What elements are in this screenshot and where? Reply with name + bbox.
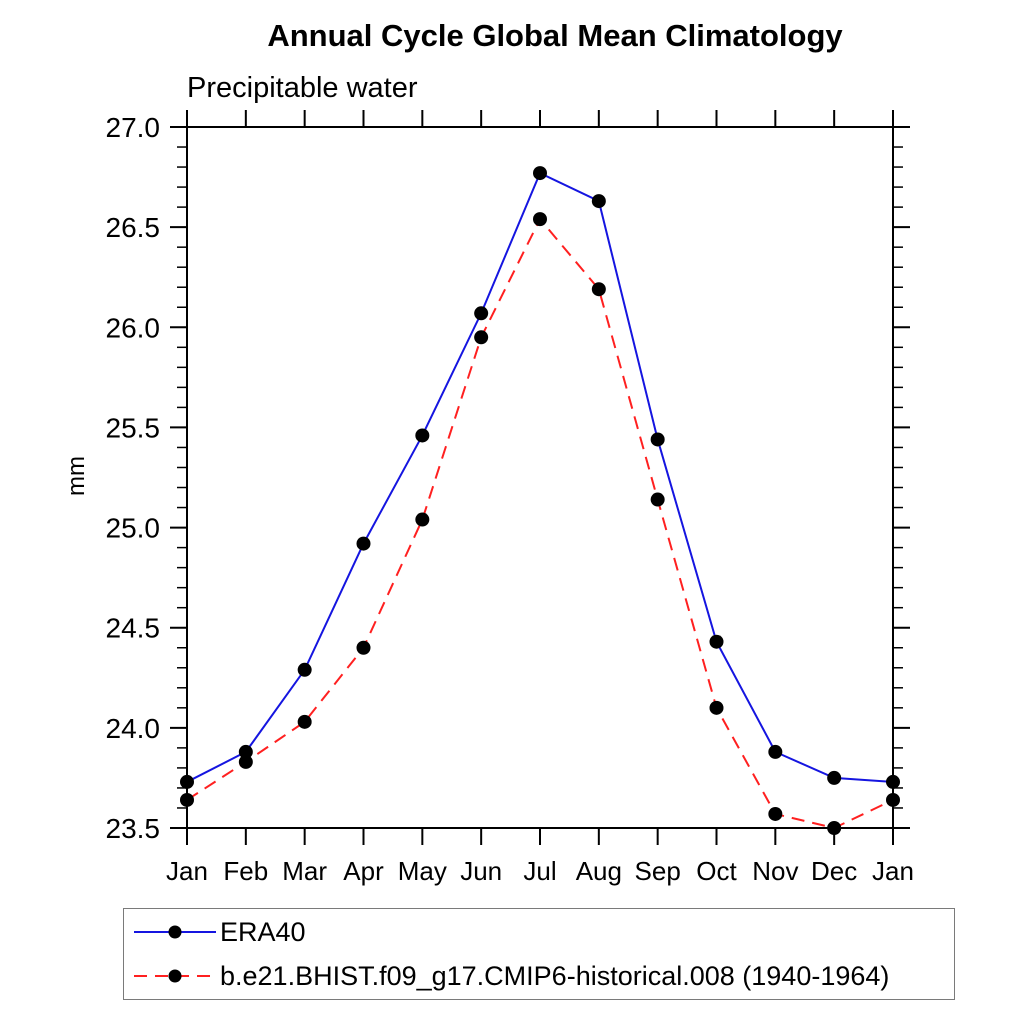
era40-marker [297, 662, 312, 677]
cmip6-marker [180, 792, 194, 807]
x-tick-label: Jan [166, 856, 208, 886]
cmip6-marker [297, 714, 312, 729]
era40-marker [827, 770, 842, 785]
y-tick-label: 24.5 [106, 613, 161, 644]
y-tick-label: 27.0 [106, 112, 161, 143]
x-tick-label: May [398, 856, 447, 886]
cmip6-marker [415, 512, 430, 527]
cmip6-line [186, 217, 894, 830]
y-tick-label: 26.0 [106, 312, 161, 343]
x-tick-label: Oct [696, 856, 737, 886]
cmip6-legend-label: b.e21.BHIST.f09_g17.CMIP6-historical.008… [220, 960, 890, 991]
x-tick-label: Aug [576, 856, 622, 886]
era40-marker [709, 634, 724, 649]
era40-marker [650, 432, 665, 447]
chart-subtitle: Precipitable water [187, 72, 418, 104]
x-tick-label: Sep [635, 856, 681, 886]
y-tick-label: 23.5 [106, 813, 161, 844]
era40-marker [533, 166, 547, 181]
cmip6-legend-swatch [134, 968, 216, 984]
cmip6-marker [709, 700, 724, 715]
x-tick-label: Jan [872, 856, 914, 886]
era40-marker [474, 306, 489, 321]
x-tick-label: Apr [343, 856, 384, 886]
chart-title: Annual Cycle Global Mean Climatology [267, 18, 843, 53]
cmip6-marker [238, 754, 253, 769]
cmip6-marker [533, 212, 547, 227]
cmip6-marker [768, 806, 783, 821]
era40-marker [238, 744, 253, 759]
y-tick-label: 26.5 [106, 212, 161, 243]
era40-marker [768, 744, 783, 759]
cmip6-marker [886, 792, 900, 807]
era40-marker [180, 774, 194, 789]
y-tick-label: 25.5 [106, 412, 161, 443]
x-tick-label: Feb [223, 856, 268, 886]
legend-row-cmip6: b.e21.BHIST.f09_g17.CMIP6-historical.008… [134, 954, 954, 998]
cmip6-marker [650, 492, 665, 507]
x-tick-label: Mar [282, 856, 327, 886]
legend-row-era40: ERA40 [134, 910, 954, 954]
era40-marker [415, 428, 430, 443]
y-tick-label: 25.0 [106, 513, 161, 544]
x-tick-label: Jun [460, 856, 502, 886]
era40-legend-line [134, 925, 216, 939]
cmip6-marker [474, 330, 489, 345]
plot-frame [186, 126, 894, 829]
cmip6-marker [356, 640, 371, 655]
cmip6-legend-line [134, 969, 216, 983]
cmip6-marker [591, 282, 606, 297]
x-tick-label: Jul [523, 856, 556, 886]
era40-marker [591, 194, 606, 209]
x-tick-label: Dec [811, 856, 857, 886]
cmip6-marker [827, 821, 842, 835]
era40-marker [886, 774, 900, 789]
era40-line [186, 171, 894, 783]
era40-marker [356, 536, 371, 551]
era40-legend-label: ERA40 [220, 916, 306, 947]
y-tick-label: 24.0 [106, 713, 161, 744]
x-tick-label: Nov [752, 856, 798, 886]
legend: ERA40 b.e21.BHIST.f09_g17.CMIP6-historic… [123, 908, 955, 1000]
era40-legend-swatch [134, 924, 216, 940]
